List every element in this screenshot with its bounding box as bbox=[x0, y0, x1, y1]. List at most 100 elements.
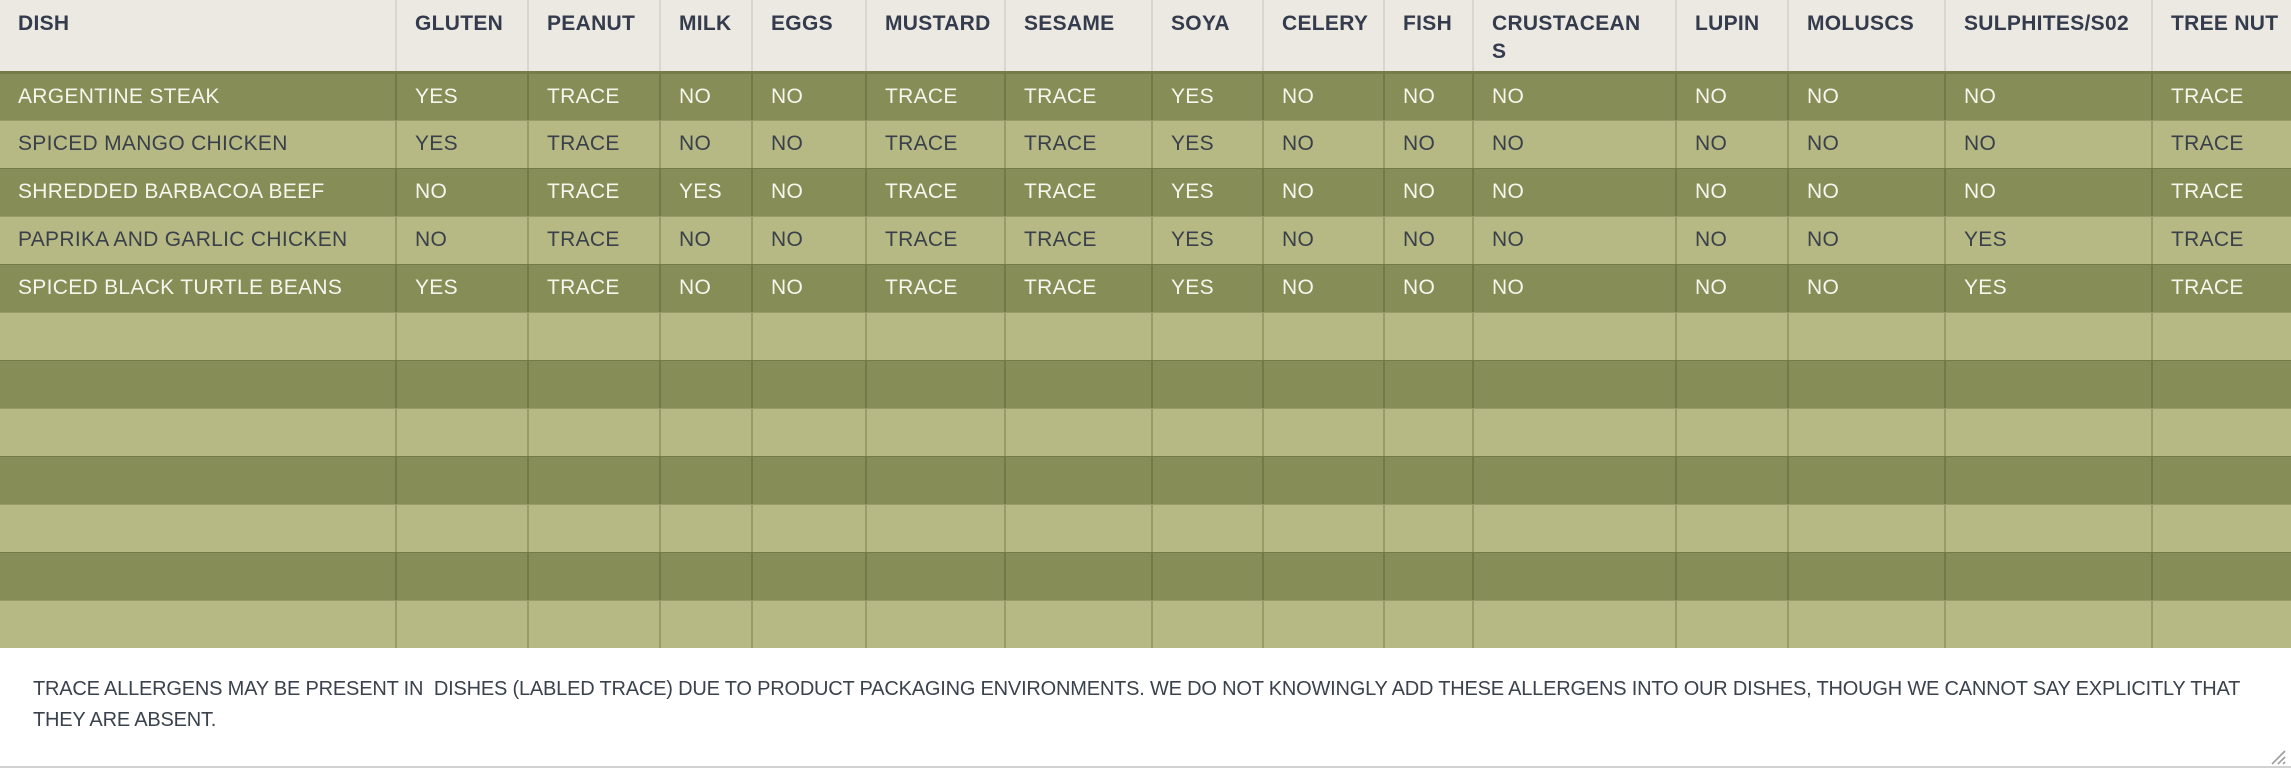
allergen-cell: TRACE bbox=[528, 72, 661, 120]
empty-cell bbox=[396, 360, 529, 408]
allergen-cell: TRACE bbox=[866, 264, 1006, 312]
empty-cell bbox=[866, 504, 1006, 552]
table-row: ARGENTINE STEAK YES TRACE NO NO TRACE TR… bbox=[0, 72, 2291, 120]
empty-cell bbox=[1945, 552, 2153, 600]
allergen-cell: TRACE bbox=[866, 216, 1006, 264]
resize-grip-icon[interactable] bbox=[2268, 747, 2286, 765]
empty-cell bbox=[660, 312, 753, 360]
allergen-cell: NO bbox=[1676, 264, 1789, 312]
empty-cell bbox=[396, 312, 529, 360]
allergen-table: DISH GLUTEN PEANUT MILK EGGS MUSTARD SES… bbox=[0, 0, 2291, 648]
empty-cell bbox=[1152, 600, 1264, 648]
empty-cell bbox=[1152, 456, 1264, 504]
column-header-soya: SOYA bbox=[1152, 0, 1264, 72]
empty-cell bbox=[1945, 408, 2153, 456]
empty-cell bbox=[0, 408, 397, 456]
table-row: SHREDDED BARBACOA BEEF NO TRACE YES NO T… bbox=[0, 168, 2291, 216]
allergen-cell: NO bbox=[1384, 72, 1474, 120]
table-row: SPICED MANGO CHICKEN YES TRACE NO NO TRA… bbox=[0, 120, 2291, 168]
allergen-cell: NO bbox=[1788, 216, 1946, 264]
allergen-cell: TRACE bbox=[866, 120, 1006, 168]
allergen-cell: NO bbox=[660, 264, 753, 312]
allergen-cell: YES bbox=[1152, 72, 1264, 120]
allergen-cell: NO bbox=[660, 72, 753, 120]
empty-cell bbox=[0, 312, 397, 360]
empty-cell bbox=[1676, 360, 1789, 408]
empty-cell bbox=[866, 408, 1006, 456]
allergen-cell: TRACE bbox=[2171, 84, 2244, 108]
empty-cell bbox=[2152, 552, 2291, 600]
empty-cell bbox=[1473, 504, 1677, 552]
empty-cell bbox=[528, 312, 661, 360]
empty-cell bbox=[1676, 552, 1789, 600]
allergen-cell: NO bbox=[1473, 120, 1677, 168]
allergen-cell: NO bbox=[396, 216, 529, 264]
empty-cell bbox=[1945, 456, 2153, 504]
empty-cell bbox=[1945, 312, 2153, 360]
column-header-crustaceans: CRUSTACEANS bbox=[1473, 0, 1677, 72]
allergen-cell: TRACE bbox=[528, 264, 661, 312]
empty-cell bbox=[0, 456, 397, 504]
empty-cell bbox=[396, 600, 529, 648]
column-header-milk: MILK bbox=[660, 0, 753, 72]
empty-cell bbox=[2152, 360, 2291, 408]
allergen-cell: YES bbox=[1152, 264, 1264, 312]
empty-cell bbox=[1676, 456, 1789, 504]
allergen-cell: NO bbox=[1384, 264, 1474, 312]
empty-cell bbox=[752, 456, 867, 504]
allergen-cell: NO bbox=[1263, 120, 1385, 168]
empty-cell bbox=[1384, 456, 1474, 504]
empty-cell bbox=[752, 360, 867, 408]
empty-cell bbox=[1152, 360, 1264, 408]
empty-cell bbox=[1473, 456, 1677, 504]
allergen-cell: YES bbox=[1152, 216, 1264, 264]
empty-cell bbox=[866, 600, 1006, 648]
allergen-cell: NO bbox=[1473, 216, 1677, 264]
empty-cell bbox=[752, 600, 867, 648]
allergen-cell: TRACE bbox=[1005, 264, 1153, 312]
allergen-cell: TRACE bbox=[1005, 168, 1153, 216]
empty-cell bbox=[1788, 600, 1946, 648]
empty-cell bbox=[528, 360, 661, 408]
table-row: PAPRIKA AND GARLIC CHICKEN NO TRACE NO N… bbox=[0, 216, 2291, 264]
empty-row bbox=[0, 600, 2291, 648]
allergen-cell: NO bbox=[1263, 168, 1385, 216]
empty-cell bbox=[528, 408, 661, 456]
empty-cell bbox=[1473, 552, 1677, 600]
empty-row bbox=[0, 552, 2291, 600]
allergen-cell: YES bbox=[396, 264, 529, 312]
allergen-cell: NO bbox=[752, 120, 867, 168]
allergen-cell: TRACE bbox=[2171, 228, 2244, 251]
empty-cell bbox=[1788, 312, 1946, 360]
trace-disclaimer-text: TRACE ALLERGENS MAY BE PRESENT IN DISHES… bbox=[33, 678, 2245, 731]
empty-row bbox=[0, 504, 2291, 552]
empty-cell bbox=[1263, 552, 1385, 600]
empty-cell bbox=[2152, 312, 2291, 360]
empty-cell bbox=[1263, 408, 1385, 456]
bottom-divider bbox=[0, 766, 2291, 768]
footer-note: TRACE ALLERGENS MAY BE PRESENT IN DISHES… bbox=[0, 648, 2291, 736]
column-header-gluten: GLUTEN bbox=[396, 0, 529, 72]
column-header-fish: FISH bbox=[1384, 0, 1474, 72]
column-header-tree-nut: TREE NUT bbox=[2152, 0, 2291, 72]
empty-cell bbox=[660, 456, 753, 504]
allergen-cell: NO bbox=[1788, 168, 1946, 216]
empty-cell bbox=[1263, 600, 1385, 648]
empty-cell bbox=[1005, 600, 1153, 648]
column-header-celery: CELERY bbox=[1263, 0, 1385, 72]
dish-cell: SPICED MANGO CHICKEN bbox=[0, 120, 397, 168]
empty-cell bbox=[1788, 456, 1946, 504]
empty-row bbox=[0, 312, 2291, 360]
empty-cell bbox=[1152, 408, 1264, 456]
empty-cell bbox=[1384, 360, 1474, 408]
allergen-cell: YES bbox=[1152, 120, 1264, 168]
allergen-cell: NO bbox=[1945, 120, 2153, 168]
allergen-cell: NO bbox=[752, 264, 867, 312]
empty-cell bbox=[396, 552, 529, 600]
allergen-cell: TRACE bbox=[2171, 180, 2244, 203]
empty-cell bbox=[1152, 552, 1264, 600]
allergen-cell: TRACE bbox=[528, 168, 661, 216]
allergen-cell: NO bbox=[396, 168, 529, 216]
allergen-cell: TRACE bbox=[2171, 276, 2244, 299]
empty-cell bbox=[528, 552, 661, 600]
